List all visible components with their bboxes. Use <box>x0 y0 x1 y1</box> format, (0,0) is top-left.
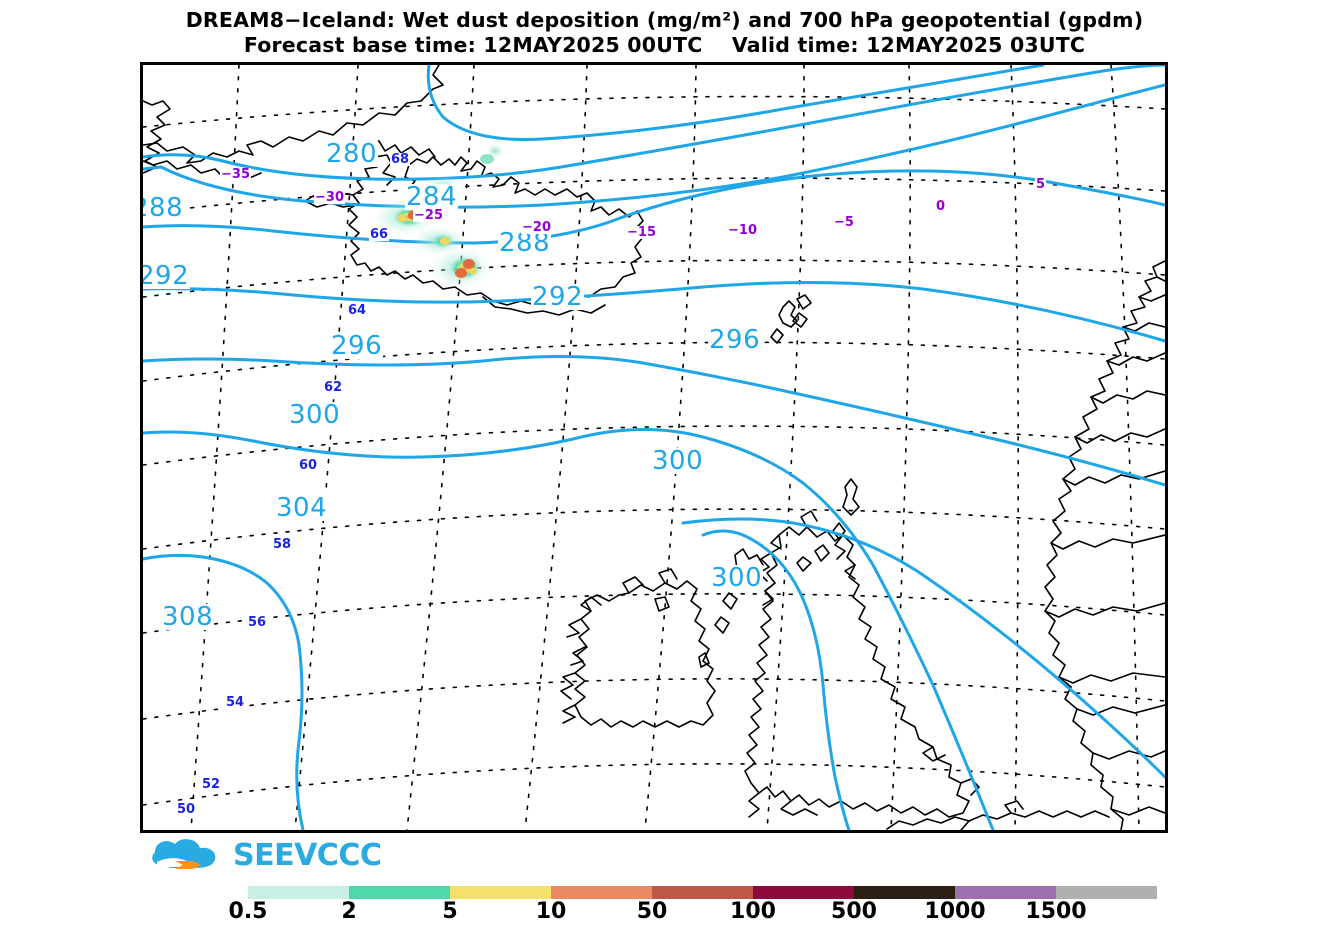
longitude-label: 0 <box>935 199 947 214</box>
map-panel[interactable]: 280 284 288 288 292 292 296 296 300 300 … <box>140 62 1168 833</box>
colorbar-segment <box>854 886 955 899</box>
colorbar-segment <box>753 886 854 899</box>
contour-label: 280 <box>325 139 379 169</box>
colorbar-segment <box>652 886 753 899</box>
map-canvas <box>143 65 1165 830</box>
page-title: DREAM8−Iceland: Wet dust deposition (mg/… <box>185 8 1144 32</box>
latitude-label: 56 <box>247 615 268 630</box>
colorbar-tick: 50 <box>636 899 668 924</box>
longitude-label: 5 <box>1035 177 1047 192</box>
latitude-label: 50 <box>176 802 197 817</box>
colorbar-tick: 10 <box>535 899 567 924</box>
contour-label: 300 <box>651 446 705 476</box>
contour-label: 292 <box>531 282 585 312</box>
contour-label: 292 <box>143 263 191 289</box>
longitude-label: −10 <box>727 223 758 238</box>
contour-label: 296 <box>330 331 384 361</box>
geopotential-contours <box>143 65 1165 830</box>
colorbar-tick: 1500 <box>1025 899 1087 924</box>
longitude-label: −30 <box>314 190 345 205</box>
contour-label: 308 <box>161 602 215 632</box>
colorbar-segment <box>551 886 652 899</box>
graticule-latitudes <box>143 95 1165 806</box>
colorbar-tick: 2 <box>341 899 357 924</box>
longitude-label: −25 <box>413 208 444 223</box>
contour-label: 288 <box>143 195 185 221</box>
colorbar-segment <box>349 886 450 899</box>
colorbar-tick: 1000 <box>924 899 986 924</box>
longitude-label: −35 <box>220 167 251 182</box>
longitude-label: −5 <box>833 215 855 230</box>
latitude-label: 58 <box>272 537 293 552</box>
contour-label: 300 <box>288 400 342 430</box>
latitude-label: 64 <box>347 303 368 318</box>
logo-text: SEEVCCC <box>233 838 382 873</box>
colorbar-tick: 500 <box>831 899 877 924</box>
cloud-icon <box>145 836 225 876</box>
colorbar-segment <box>955 886 1056 899</box>
latitude-label: 68 <box>390 152 411 167</box>
colorbar-tick: 5 <box>442 899 458 924</box>
chart-title-block: DREAM8−Iceland: Wet dust deposition (mg/… <box>0 8 1329 58</box>
latitude-label: 52 <box>201 777 222 792</box>
graticule-longitudes <box>190 65 1140 830</box>
contour-label: 284 <box>405 182 459 212</box>
longitude-label: −20 <box>521 220 552 235</box>
colorbar: 0.5 2 5 10 50 100 500 1000 1500 <box>229 886 1157 924</box>
latitude-label: 62 <box>323 380 344 395</box>
seevccc-logo: SEEVCCC <box>145 834 382 878</box>
colorbar-segment <box>248 886 349 899</box>
colorbar-segment <box>1056 886 1157 899</box>
colorbar-strip <box>248 886 1157 899</box>
colorbar-tick-labels: 0.5 2 5 10 50 100 500 1000 1500 <box>229 899 1157 924</box>
chart-subtitle: Forecast base time: 12MAY2025 00UTC Vali… <box>243 33 1086 57</box>
contour-label: 304 <box>275 493 329 523</box>
latitude-label: 66 <box>369 227 390 242</box>
contour-label: 288 <box>498 228 552 258</box>
contour-label: 300 <box>710 563 764 593</box>
colorbar-tick: 0.5 <box>228 899 268 924</box>
colorbar-segment <box>450 886 551 899</box>
contour-label: 296 <box>708 325 762 355</box>
longitude-label: −15 <box>626 225 657 240</box>
latitude-label: 60 <box>298 458 319 473</box>
colorbar-tick: 100 <box>730 899 776 924</box>
latitude-label: 54 <box>225 695 246 710</box>
